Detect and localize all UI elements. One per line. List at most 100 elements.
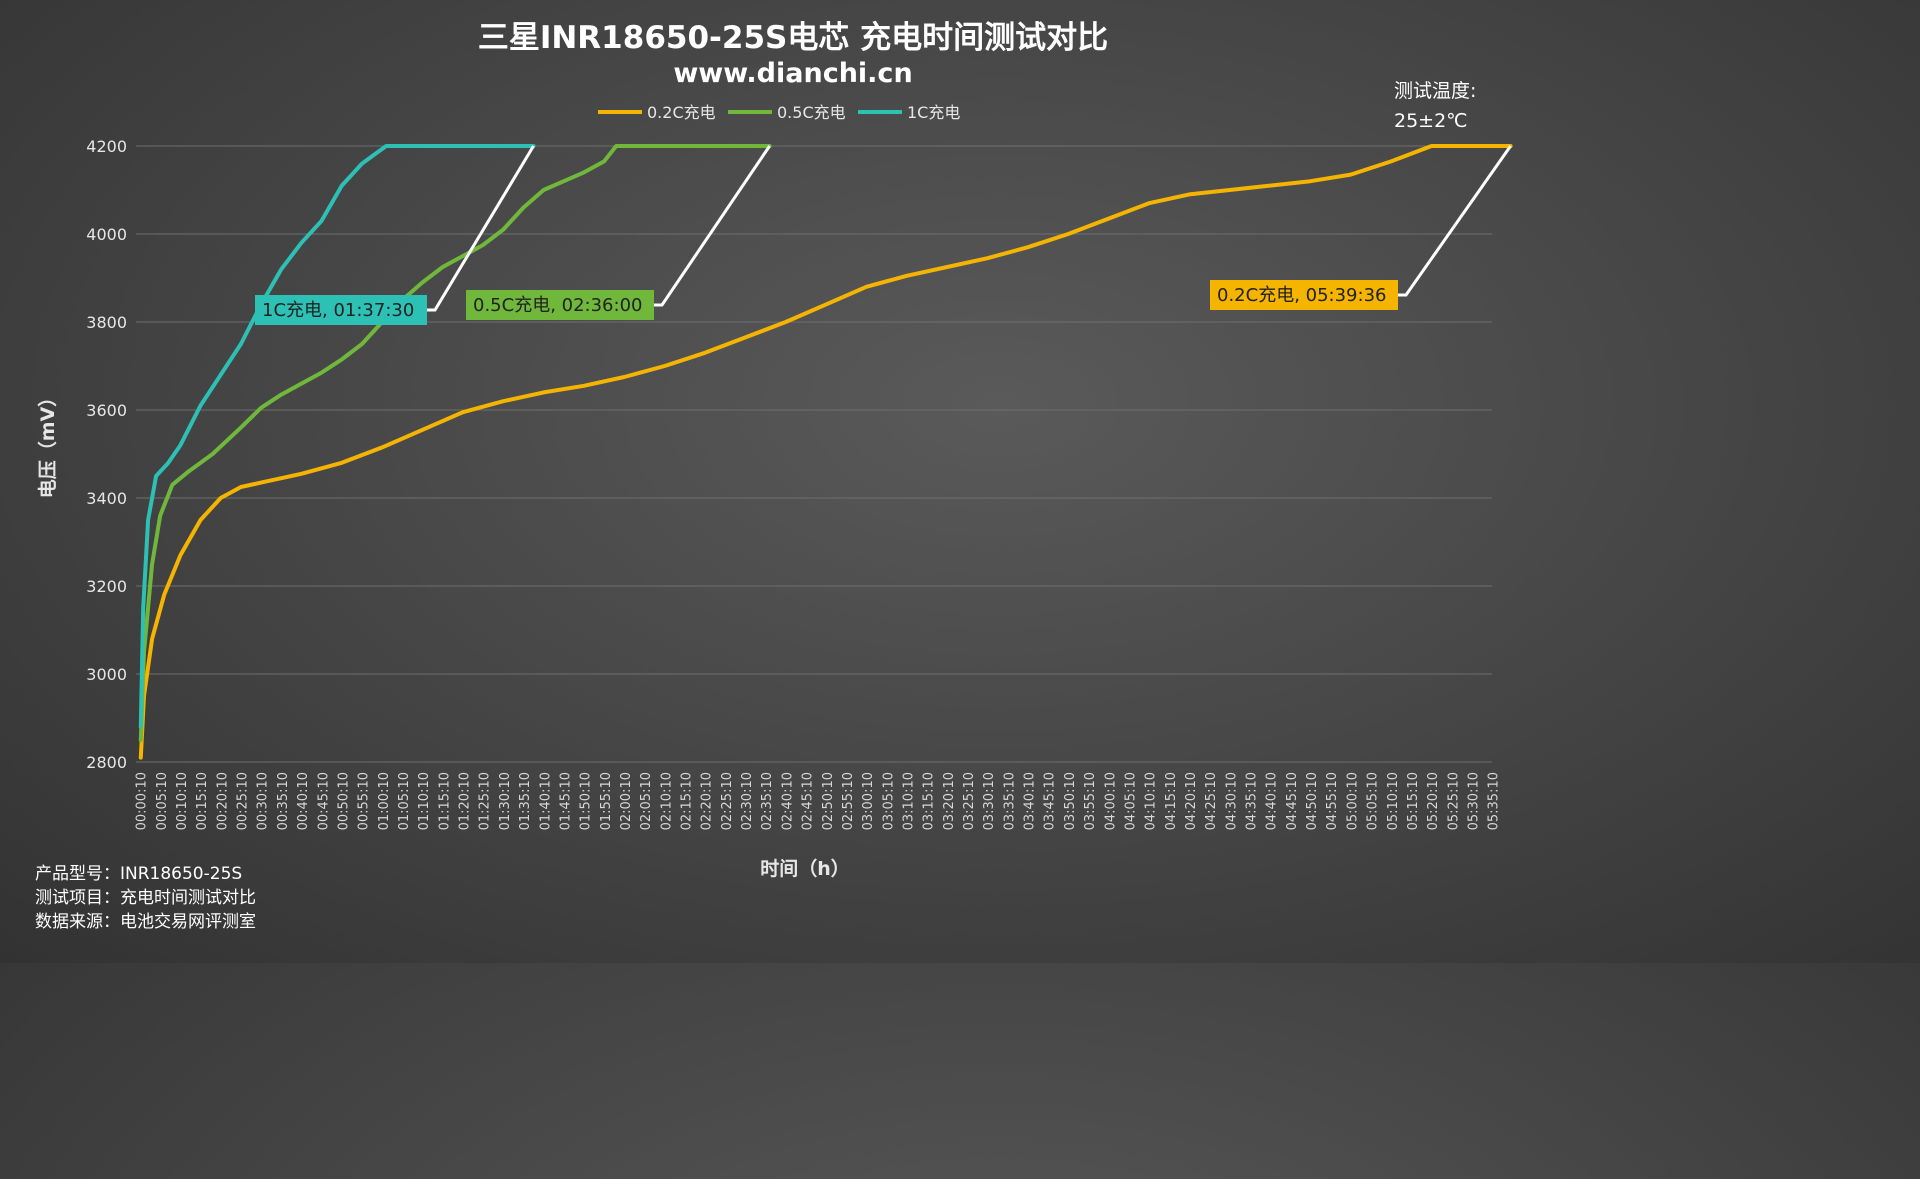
x-tick-label: 00:25:10: [236, 772, 251, 830]
x-tick-label: 02:30:10: [740, 772, 755, 830]
x-tick-label: 00:10:10: [175, 772, 190, 830]
x-tick-label: 03:00:10: [861, 772, 876, 830]
x-tick-label: 04:05:10: [1123, 772, 1138, 830]
x-tick-label: 00:15:10: [195, 772, 210, 830]
x-tick-label: 03:35:10: [1002, 772, 1017, 830]
callout-leader: [1398, 145, 1512, 297]
x-tick-label: 00:20:10: [215, 772, 230, 830]
x-tick-label: 05:05:10: [1366, 772, 1381, 830]
x-tick-label: 05:15:10: [1406, 772, 1421, 830]
x-tick-label: 01:00:10: [377, 772, 392, 830]
callouts: 1C充电, 01:37:30 0.5C充电, 02:36:00 0.2C充电, 05…: [255, 145, 1512, 325]
x-tick-label: 01:40:10: [538, 772, 553, 830]
y-tick-label: 4200: [86, 137, 127, 156]
test-temperature-label: 测试温度:: [1394, 80, 1476, 102]
y-tick-label: 3000: [86, 665, 127, 684]
x-tick-label: 04:55:10: [1325, 772, 1340, 830]
x-tick-label: 02:00:10: [619, 772, 634, 830]
x-tick-label: 04:45:10: [1285, 772, 1300, 830]
x-tick-label: 05:10:10: [1386, 772, 1401, 830]
gridlines: [136, 145, 1492, 763]
x-tick-label: 03:15:10: [922, 772, 937, 830]
y-tick-label: 4000: [86, 225, 127, 244]
x-tick-label: 02:50:10: [821, 772, 836, 830]
x-tick-label: 05:35:10: [1487, 772, 1502, 830]
x-tick-label: 03:05:10: [881, 772, 896, 830]
x-tick-label: 02:15:10: [680, 772, 695, 830]
x-tick-label: 04:10:10: [1144, 772, 1159, 830]
x-tick-label: 01:20:10: [458, 772, 473, 830]
x-tick-label: 03:55:10: [1083, 772, 1098, 830]
x-tick-label: 02:55:10: [841, 772, 856, 830]
x-tick-label: 04:40:10: [1265, 772, 1280, 830]
x-tick-label: 02:05:10: [639, 772, 654, 830]
x-tick-label: 00:00:10: [135, 772, 150, 830]
legend-entry: 0.2C充电: [647, 103, 716, 122]
y-tick-label: 3200: [86, 577, 127, 596]
x-tick-label: 05:20:10: [1426, 772, 1441, 830]
callout-label: 0.2C充电, 05:39:36: [1217, 285, 1386, 306]
test-temperature-value: 25±2℃: [1394, 110, 1468, 132]
chart: 三星INR18650-25S电芯 充电时间测试对比 www.dianchi.cn…: [35, 20, 1513, 932]
callout-box: [466, 290, 654, 320]
x-tick-label: 00:45:10: [316, 772, 331, 830]
x-tick-label: 01:35:10: [518, 772, 533, 830]
x-tick-label: 00:40:10: [296, 772, 311, 830]
footer-model: 产品型号：INR18650-25S: [35, 864, 242, 884]
x-tick-label: 00:30:10: [256, 772, 271, 830]
x-tick-label: 03:30:10: [982, 772, 997, 830]
x-tick-label: 03:25:10: [962, 772, 977, 830]
y-tick-label: 3800: [86, 313, 127, 332]
x-tick-label: 02:45:10: [801, 772, 816, 830]
x-tick-label: 04:20:10: [1184, 772, 1199, 830]
callout-box: [255, 295, 427, 325]
x-tick-label: 01:30:10: [498, 772, 513, 830]
y-tick-label: 2800: [86, 753, 127, 772]
y-tick-label: 3600: [86, 401, 127, 420]
chart-title: 三星INR18650-25S电芯 充电时间测试对比: [478, 20, 1108, 56]
x-tick-label: 03:10:10: [901, 772, 916, 830]
x-tick-label: 00:35:10: [276, 772, 291, 830]
x-tick-label: 02:35:10: [760, 772, 775, 830]
callout-leader: [427, 145, 535, 312]
x-tick-label: 02:25:10: [720, 772, 735, 830]
x-tick-label: 03:50:10: [1063, 772, 1078, 830]
x-axis-ticks: 00:00:10 00:05:10 00:10:10 00:15:10 00:20:10…: [135, 772, 1502, 830]
x-tick-label: 04:00:10: [1103, 772, 1118, 830]
x-axis-label: 时间（h）: [760, 857, 850, 880]
x-tick-label: 02:40:10: [780, 772, 795, 830]
callout-label: 1C充电, 01:37:30: [262, 300, 414, 321]
callout-leader: [654, 145, 771, 307]
x-tick-label: 02:20:10: [700, 772, 715, 830]
x-tick-label: 04:25:10: [1204, 772, 1219, 830]
x-tick-label: 05:25:10: [1446, 772, 1461, 830]
x-tick-label: 05:00:10: [1345, 772, 1360, 830]
x-tick-label: 04:30:10: [1224, 772, 1239, 830]
series-line-0: [138, 144, 1513, 760]
x-tick-label: 02:10:10: [659, 772, 674, 830]
x-tick-label: 01:25:10: [478, 772, 493, 830]
x-tick-label: 00:05:10: [155, 772, 170, 830]
legend-entry: 0.5C充电: [777, 103, 846, 122]
chart-subtitle: www.dianchi.cn: [673, 58, 912, 89]
footer-test-item: 测试项目：充电时间测试对比: [35, 888, 256, 908]
x-tick-label: 01:45:10: [558, 772, 573, 830]
callout-box: [1210, 280, 1398, 310]
x-tick-label: 04:50:10: [1305, 772, 1320, 830]
x-tick-label: 00:50:10: [336, 772, 351, 830]
x-tick-label: 03:40:10: [1023, 772, 1038, 830]
x-tick-label: 05:30:10: [1466, 772, 1481, 830]
x-tick-label: 01:50:10: [579, 772, 594, 830]
x-tick-label: 00:55:10: [357, 772, 372, 830]
x-tick-label: 03:20:10: [942, 772, 957, 830]
x-tick-label: 01:05:10: [397, 772, 412, 830]
y-axis-label: 电压（mV）: [36, 388, 59, 499]
series-line-2: [138, 144, 536, 729]
y-tick-label: 3400: [86, 489, 127, 508]
x-tick-label: 01:15:10: [437, 772, 452, 830]
series-line-1: [138, 144, 772, 742]
legend-entry: 1C充电: [907, 103, 960, 122]
x-tick-label: 01:55:10: [599, 772, 614, 830]
footer-source: 数据来源：电池交易网评测室: [35, 912, 256, 932]
x-tick-label: 01:10:10: [417, 772, 432, 830]
